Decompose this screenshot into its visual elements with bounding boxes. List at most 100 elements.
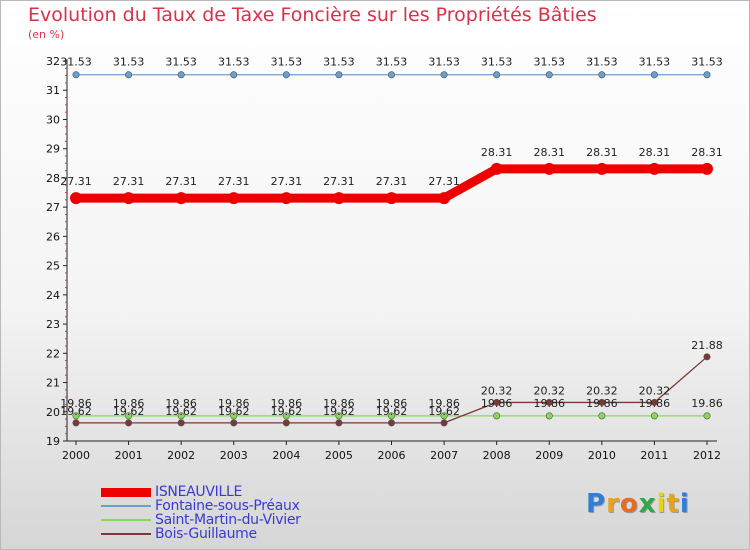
y-tick-label: 21 (46, 377, 60, 390)
data-label: 31.53 (271, 56, 303, 69)
data-point (177, 412, 185, 420)
data-point (545, 398, 553, 406)
y-tick-label: 24 (46, 289, 60, 302)
logo-letter: i (656, 489, 667, 519)
data-label: 19.86 (271, 397, 303, 410)
x-tick-label: 2003 (220, 449, 248, 462)
data-label: 19.62 (60, 405, 92, 418)
data-label: 19.62 (218, 405, 250, 418)
data-point (70, 192, 82, 205)
data-point (125, 71, 133, 79)
y-tick-label: 32 (46, 55, 60, 68)
data-point (335, 419, 343, 427)
legend-item-fontaine: Fontaine-sous-Préaux (101, 498, 401, 514)
data-point (72, 71, 80, 79)
chart-title: Evolution du Taux de Taxe Foncière sur l… (28, 4, 597, 26)
data-point (72, 412, 80, 420)
y-tick-label: 23 (46, 318, 60, 331)
data-point (230, 71, 238, 79)
x-tick-label: 2006 (378, 449, 406, 462)
data-label: 19.86 (165, 397, 197, 410)
data-point (648, 162, 661, 175)
logo-letter: t (666, 489, 680, 519)
data-label: 28.31 (481, 146, 513, 159)
legend-label: Fontaine-sous-Préaux (155, 498, 300, 514)
data-point (440, 412, 448, 420)
data-label: 28.31 (586, 146, 618, 159)
y-tick-label: 27 (46, 201, 60, 214)
data-label: 19.86 (376, 397, 408, 410)
data-point (227, 192, 240, 205)
data-point (175, 192, 188, 205)
data-label: 19.62 (376, 405, 408, 418)
x-tick-label: 2012 (693, 449, 721, 462)
logo-letter: i (679, 489, 690, 519)
data-point (543, 162, 556, 175)
data-label: 27.31 (323, 175, 355, 188)
x-tick-label: 2005 (325, 449, 353, 462)
data-point (650, 71, 658, 79)
data-point (493, 398, 501, 406)
data-label: 20.32 (534, 384, 566, 397)
x-tick-label: 2008 (483, 449, 511, 462)
data-point (230, 419, 238, 427)
data-label: 19.86 (691, 397, 723, 410)
data-label: 19.62 (323, 405, 355, 418)
y-tick-label: 25 (46, 260, 60, 273)
data-point (387, 419, 395, 427)
data-point (701, 162, 713, 175)
data-point (595, 162, 608, 175)
data-label: 27.31 (428, 175, 460, 188)
data-label: 19.86 (534, 397, 566, 410)
data-point (125, 412, 133, 420)
data-point (335, 71, 343, 79)
data-label: 31.53 (586, 56, 618, 69)
logo-letter: o (619, 489, 639, 519)
y-tick-label: 28 (46, 172, 60, 185)
data-label: 31.53 (323, 56, 355, 69)
data-label: 19.62 (271, 405, 303, 418)
data-point (122, 192, 135, 205)
data-point (230, 412, 238, 420)
data-label: 28.31 (691, 146, 723, 159)
data-point (177, 419, 185, 427)
data-label: 19.86 (586, 397, 618, 410)
y-tick-label: 30 (46, 113, 60, 126)
data-point (440, 419, 448, 427)
data-label: 31.53 (691, 56, 723, 69)
data-label: 19.62 (113, 405, 145, 418)
x-tick-label: 2009 (535, 449, 563, 462)
x-tick-label: 2007 (430, 449, 458, 462)
data-point (598, 398, 606, 406)
data-label: 27.31 (271, 175, 303, 188)
chart-subtitle: (en %) (28, 28, 65, 41)
data-label: 19.86 (218, 397, 250, 410)
data-point (177, 71, 185, 79)
data-point (335, 412, 343, 420)
x-tick-label: 2010 (588, 449, 616, 462)
data-point (650, 398, 658, 406)
data-label: 27.31 (165, 175, 197, 188)
data-label: 31.53 (639, 56, 671, 69)
data-point (282, 412, 290, 420)
data-point (440, 71, 448, 79)
legend-item-bois-guillaume: Bois-Guillaume (101, 526, 401, 542)
legend-label: Bois-Guillaume (155, 526, 257, 542)
data-label: 31.53 (534, 56, 566, 69)
data-point (545, 412, 553, 420)
data-label: 19.62 (428, 405, 460, 418)
x-tick-label: 2004 (272, 449, 300, 462)
data-label: 19.62 (165, 405, 197, 418)
data-label: 20.32 (481, 384, 513, 397)
data-point (493, 412, 501, 420)
data-label: 27.31 (113, 175, 145, 188)
data-point (280, 192, 293, 205)
data-point (545, 71, 553, 79)
y-tick-label: 22 (46, 347, 60, 360)
x-tick-label: 2001 (115, 449, 143, 462)
data-point (438, 192, 451, 205)
data-label: 31.53 (428, 56, 460, 69)
data-label: 20.32 (586, 384, 618, 397)
data-label: 31.53 (113, 56, 145, 69)
